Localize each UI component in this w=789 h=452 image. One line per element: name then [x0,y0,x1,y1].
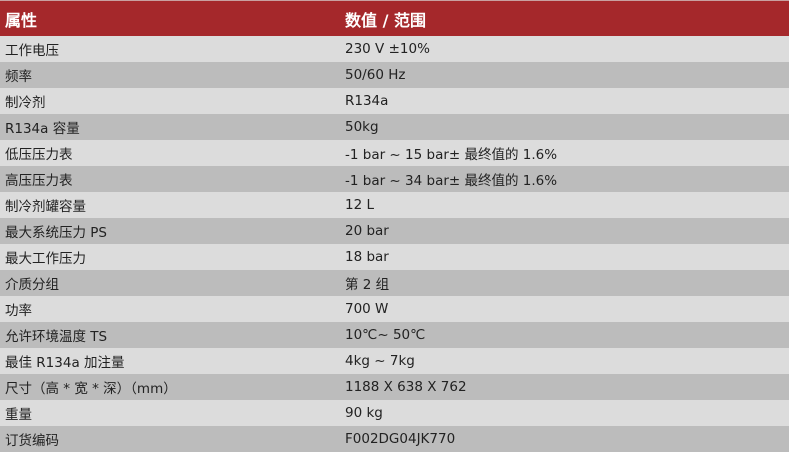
header-value: 数值 / 范围 [340,0,789,36]
cell-value: 230 V ±10% [340,36,789,62]
cell-value: 50/60 Hz [340,62,789,88]
table-row: 工作电压 230 V ±10% [0,36,789,62]
cell-property: 频率 [0,62,340,88]
table-row: 最大工作压力 18 bar [0,244,789,270]
cell-value: 18 bar [340,244,789,270]
cell-value: 10℃~ 50℃ [340,322,789,348]
table-row: 尺寸（高 * 宽 * 深）（mm） 1188 X 638 X 762 [0,374,789,400]
cell-property: 尺寸（高 * 宽 * 深）（mm） [0,374,340,400]
cell-property: 订货编码 [0,426,340,452]
table-row: 低压压力表 -1 bar ~ 15 bar± 最终值的 1.6% [0,140,789,166]
cell-property: 制冷剂罐容量 [0,192,340,218]
cell-property: 制冷剂 [0,88,340,114]
table-row: 介质分组第 2 组 [0,270,789,296]
table-row: 允许环境温度 TS 10℃~ 50℃ [0,322,789,348]
cell-value: 20 bar [340,218,789,244]
table-row: 订货编码 F002DG04JK770 [0,426,789,452]
table-row: 制冷剂 R134a [0,88,789,114]
table-row: 制冷剂罐容量 12 L [0,192,789,218]
cell-property: 工作电压 [0,36,340,62]
cell-value: 第 2 组 [340,270,789,296]
cell-property: 最大系统压力 PS [0,218,340,244]
table-row: 最大系统压力 PS 20 bar [0,218,789,244]
cell-property: R134a 容量 [0,114,340,140]
cell-property: 最大工作压力 [0,244,340,270]
table-row: R134a 容量 50kg [0,114,789,140]
cell-property: 高压压力表 [0,166,340,192]
table-row: 重量 90 kg [0,400,789,426]
cell-property: 允许环境温度 TS [0,322,340,348]
cell-value: 50kg [340,114,789,140]
cell-value: 700 W [340,296,789,322]
header-property: 属性 [0,0,340,36]
table-row: 频率 50/60 Hz [0,62,789,88]
table-row: 高压压力表 -1 bar ~ 34 bar± 最终值的 1.6% [0,166,789,192]
cell-property: 介质分组 [0,270,340,296]
cell-value: -1 bar ~ 34 bar± 最终值的 1.6% [340,166,789,192]
cell-value: 4kg ~ 7kg [340,348,789,374]
cell-property: 重量 [0,400,340,426]
table-row: 最佳 R134a 加注量 4kg ~ 7kg [0,348,789,374]
cell-value: 12 L [340,192,789,218]
cell-value: -1 bar ~ 15 bar± 最终值的 1.6% [340,140,789,166]
table-header: 属性 数值 / 范围 [0,0,789,36]
cell-value: F002DG04JK770 [340,426,789,452]
cell-value: R134a [340,88,789,114]
cell-property: 功率 [0,296,340,322]
cell-value: 1188 X 638 X 762 [340,374,789,400]
cell-property: 最佳 R134a 加注量 [0,348,340,374]
table-row: 功率 700 W [0,296,789,322]
cell-value: 90 kg [340,400,789,426]
cell-property: 低压压力表 [0,140,340,166]
